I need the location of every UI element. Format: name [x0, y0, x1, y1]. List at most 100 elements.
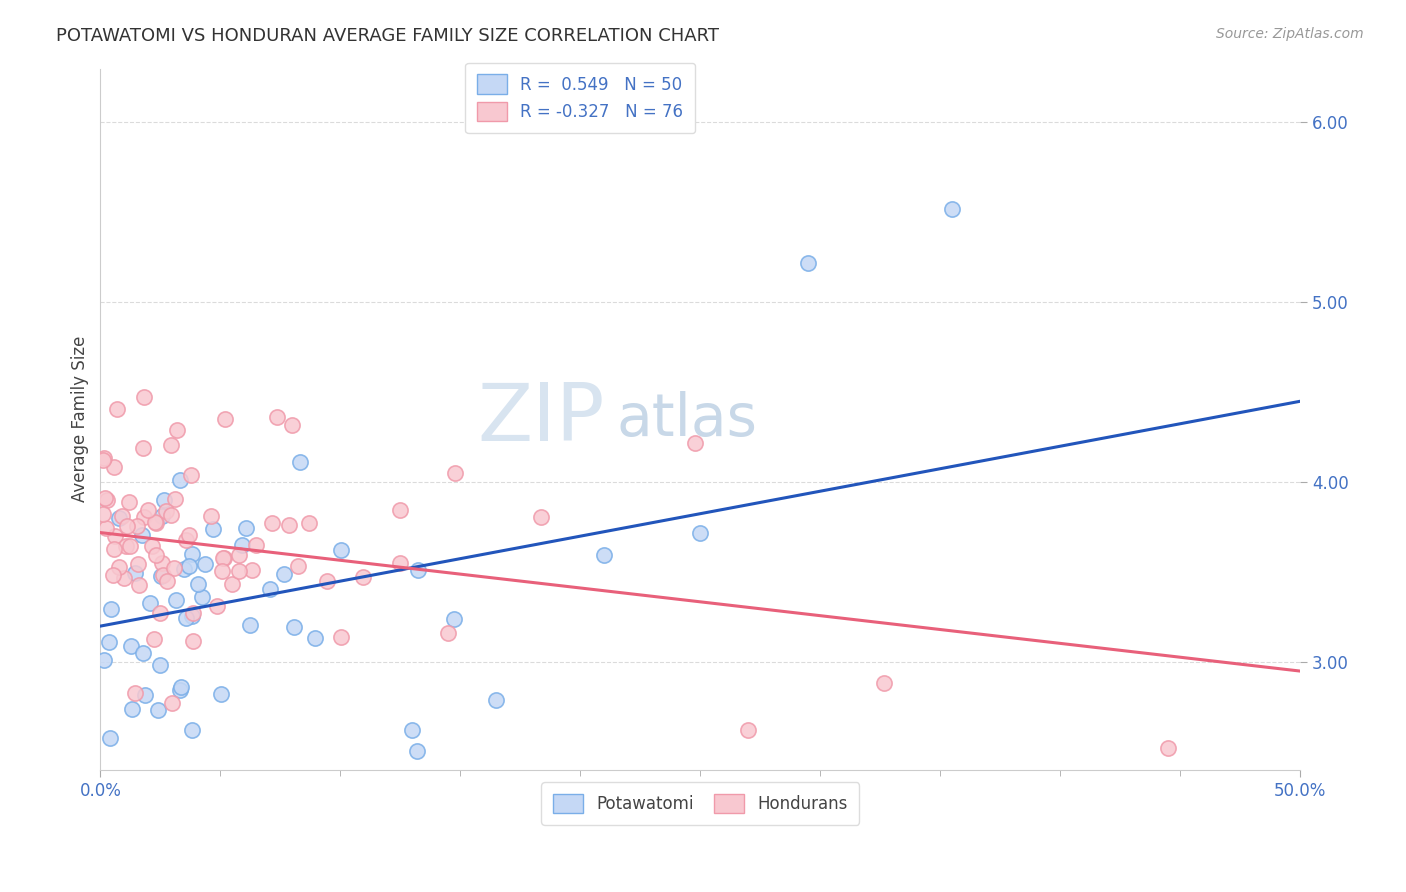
Point	[181, 634, 204, 648]
Point	[235, 520, 257, 534]
Point	[260, 516, 283, 531]
Legend: Potawatomi, Hondurans: Potawatomi, Hondurans	[541, 782, 859, 825]
Point	[200, 508, 222, 523]
Point	[152, 493, 174, 508]
Point	[180, 608, 202, 623]
Point	[187, 576, 209, 591]
Point	[165, 491, 187, 506]
Point	[118, 494, 141, 508]
Point	[401, 723, 423, 738]
Point	[94, 521, 117, 535]
Point	[155, 504, 177, 518]
Point	[134, 688, 156, 702]
Point	[103, 541, 125, 556]
Point	[685, 435, 707, 450]
Point	[287, 559, 309, 574]
Point	[443, 611, 465, 625]
Point	[120, 539, 142, 553]
Point	[127, 518, 149, 533]
Point	[329, 543, 352, 558]
Point	[388, 503, 411, 517]
Point	[156, 574, 179, 588]
Point	[152, 568, 174, 582]
Point	[145, 516, 167, 530]
Point	[98, 731, 121, 745]
Point	[103, 460, 125, 475]
Point	[689, 525, 711, 540]
Point	[163, 561, 186, 575]
Point	[214, 412, 236, 426]
Point	[159, 508, 181, 523]
Point	[179, 559, 201, 574]
Text: ZIP: ZIP	[477, 380, 605, 458]
Point	[94, 491, 117, 506]
Point	[437, 626, 460, 640]
Point	[485, 693, 508, 707]
Point	[797, 256, 820, 270]
Point	[941, 202, 963, 216]
Point	[115, 539, 138, 553]
Point	[103, 529, 125, 543]
Point	[191, 591, 214, 605]
Point	[150, 556, 173, 570]
Point	[211, 550, 233, 565]
Point	[111, 508, 134, 523]
Point	[169, 683, 191, 698]
Y-axis label: Average Family Size: Average Family Size	[72, 336, 89, 502]
Point	[124, 685, 146, 699]
Point	[98, 635, 121, 649]
Point	[150, 569, 173, 583]
Point	[124, 566, 146, 581]
Point	[143, 632, 166, 646]
Point	[245, 539, 267, 553]
Point	[444, 467, 467, 481]
Point	[207, 599, 229, 614]
Point	[100, 602, 122, 616]
Point	[406, 563, 429, 577]
Point	[283, 620, 305, 634]
Point	[239, 618, 262, 632]
Point	[212, 550, 235, 565]
Point	[162, 696, 184, 710]
Point	[221, 577, 243, 591]
Point	[173, 562, 195, 576]
Point	[266, 410, 288, 425]
Point	[737, 723, 759, 738]
Point	[181, 547, 204, 561]
Point	[169, 473, 191, 487]
Point	[298, 516, 321, 531]
Point	[177, 528, 200, 542]
Point	[134, 510, 156, 524]
Text: POTAWATOMI VS HONDURAN AVERAGE FAMILY SIZE CORRELATION CHART: POTAWATOMI VS HONDURAN AVERAGE FAMILY SI…	[56, 27, 720, 45]
Point	[107, 560, 129, 574]
Point	[194, 557, 217, 571]
Point	[273, 567, 295, 582]
Point	[132, 390, 155, 404]
Point	[160, 438, 183, 452]
Point	[150, 509, 173, 524]
Point	[1157, 741, 1180, 756]
Point	[389, 556, 412, 570]
Point	[240, 563, 263, 577]
Point	[132, 442, 155, 456]
Point	[132, 646, 155, 660]
Point	[145, 549, 167, 563]
Point	[143, 516, 166, 530]
Point	[330, 631, 353, 645]
Text: atlas: atlas	[616, 391, 758, 448]
Point	[281, 417, 304, 432]
Point	[228, 548, 250, 562]
Point	[93, 653, 115, 667]
Point	[166, 423, 188, 437]
Text: Source: ZipAtlas.com: Source: ZipAtlas.com	[1216, 27, 1364, 41]
Point	[316, 574, 339, 588]
Point	[96, 492, 118, 507]
Point	[873, 676, 896, 690]
Point	[170, 680, 193, 694]
Point	[149, 607, 172, 621]
Point	[180, 467, 202, 482]
Point	[181, 606, 204, 620]
Point	[101, 568, 124, 582]
Point	[146, 703, 169, 717]
Point	[180, 723, 202, 738]
